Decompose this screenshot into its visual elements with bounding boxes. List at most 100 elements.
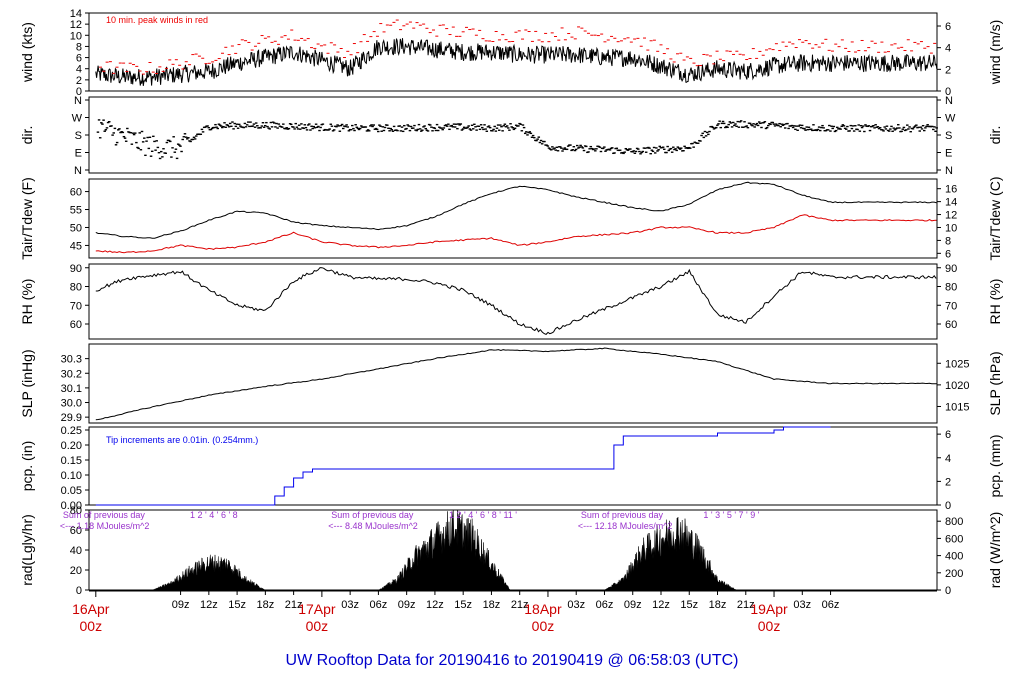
rh-ytick-right-label: 80	[945, 282, 957, 294]
time-tick-label: 18z	[709, 599, 727, 611]
temp-ytick-right-label: 16	[945, 184, 957, 196]
pcp-ylabel-right: pcp. (mm)	[987, 435, 1003, 498]
dir-ylabel-left: dir.	[19, 126, 35, 145]
slp-series	[95, 347, 937, 421]
wind-ytick-left-label: 2	[76, 75, 82, 87]
temp-ytick-right-label: 14	[945, 197, 957, 209]
slp-ytick-left-label: 30.2	[61, 368, 82, 380]
time-tick-label: 18z	[256, 599, 274, 611]
pcp-series	[95, 426, 831, 506]
slp-ytick-left-label: 30.3	[61, 354, 82, 366]
date-label-day: 19Apr	[750, 601, 788, 617]
slp-ylabel-right: SLP (hPa)	[987, 351, 1003, 415]
chart-title: UW Rooftop Data for 20190416 to 20190419…	[286, 652, 739, 669]
time-tick-label: 21z	[737, 599, 755, 611]
date-label-hour: 00z	[758, 618, 781, 634]
temp-ytick-right-label: 8	[945, 235, 951, 247]
rad-ytick-left-label: 60	[70, 525, 82, 537]
rad-day-area	[152, 554, 266, 591]
temp-tair-series	[95, 181, 937, 239]
rh-ytick-right-label: 60	[945, 319, 957, 331]
time-tick-label: 12z	[200, 599, 218, 611]
wind-ytick-left-label: 0	[76, 86, 82, 98]
temp-ytick-left-label: 45	[70, 240, 82, 252]
rad-sum-label: Sum of previous day	[581, 510, 664, 520]
dir-series	[96, 119, 938, 160]
temp-ylabel-left: Tair/Tdew (F)	[19, 177, 35, 259]
temp-ytick-left-label: 50	[70, 222, 82, 234]
temp-panel-frame	[88, 178, 938, 259]
rad-ylabel-right: rad (W/m^2)	[987, 512, 1003, 589]
rad-ytick-left-label: 0	[76, 585, 82, 597]
time-tick-label: 03z	[567, 599, 585, 611]
temp-ytick-right-label: 10	[945, 222, 957, 234]
wind-mean-series	[95, 38, 938, 86]
time-tick-label: 09z	[398, 599, 416, 611]
date-label-day: 18Apr	[524, 601, 562, 617]
dir-ytick-right-label: N	[945, 95, 953, 107]
rad-sum-label: Sum of previous day	[331, 510, 414, 520]
rad-ytick-left-label: 40	[70, 545, 82, 557]
wind-ytick-left-label: 6	[76, 53, 82, 65]
wind-peak-annotation: 10 min. peak winds in red	[106, 15, 208, 25]
wind-peak-series	[99, 19, 937, 75]
rh-ylabel-right: RH (%)	[987, 279, 1003, 325]
rad-day-area	[378, 509, 511, 591]
wind-ytick-right-label: 0	[945, 86, 951, 98]
rad-hour-marks: 1 ' 3 ' 5 ' 7 ' 9 '	[703, 510, 759, 520]
rad-sum-value: <--- 8.48 MJoules/m^2	[328, 521, 418, 531]
wind-ytick-left-label: 8	[76, 41, 82, 53]
pcp-panel-frame	[88, 426, 938, 506]
date-label-hour: 00z	[306, 618, 329, 634]
rad-day-area	[604, 516, 738, 591]
rad-hour-marks: 1 2 ' 4 ' 6 ' 8	[190, 510, 238, 520]
rh-ytick-left-label: 90	[70, 263, 82, 275]
time-tick-label: 15z	[228, 599, 246, 611]
pcp-annotation: Tip increments are 0.01in. (0.254mm.)	[106, 435, 258, 445]
wind-ytick-left-label: 12	[70, 19, 82, 31]
slp-ylabel-left: SLP (inHg)	[19, 349, 35, 417]
rh-ytick-left-label: 80	[70, 282, 82, 294]
wind-ytick-right-label: 4	[945, 43, 951, 55]
time-tick-label: 21z	[511, 599, 529, 611]
dir-ytick-right-label: E	[945, 148, 952, 160]
time-tick-label: 15z	[454, 599, 472, 611]
pcp-ytick-left-label: 0.10	[61, 470, 82, 482]
rh-series	[95, 267, 937, 335]
wind-ytick-right-label: 6	[945, 21, 951, 33]
pcp-ytick-left-label: 0.25	[61, 425, 82, 437]
dir-ylabel-right: dir.	[987, 126, 1003, 145]
wind-panel-frame	[88, 12, 938, 92]
rad-hour-marks: 1 2 ' 4 ' 6 ' 8 ' 11 '	[449, 510, 517, 520]
pcp-ytick-right-label: 2	[945, 476, 951, 488]
slp-ytick-left-label: 30.1	[61, 383, 82, 395]
date-label-day: 17Apr	[298, 601, 336, 617]
date-label-day: 16Apr	[72, 601, 110, 617]
time-tick-label: 09z	[172, 599, 190, 611]
date-label-hour: 00z	[532, 618, 555, 634]
dir-ytick-left-label: N	[74, 165, 82, 177]
pcp-ylabel-left: pcp. (in)	[19, 441, 35, 492]
slp-ytick-left-label: 29.9	[61, 412, 82, 424]
dir-ytick-left-label: E	[75, 148, 82, 160]
rad-sum-value: <--- 1.18 MJoules/m^2	[60, 521, 150, 531]
rad-ytick-right-label: 800	[945, 516, 963, 528]
temp-tdew-series	[95, 214, 937, 254]
wind-ytick-left-label: 4	[76, 64, 82, 76]
wind-ylabel-left: wind (kts)	[19, 22, 35, 83]
slp-panel-frame	[88, 343, 938, 424]
wind-ytick-left-label: 10	[70, 30, 82, 42]
time-tick-label: 03z	[793, 599, 811, 611]
slp-ytick-right-label: 1015	[945, 401, 969, 413]
wind-ylabel-right: wind (m/s)	[987, 20, 1003, 86]
rh-ytick-right-label: 90	[945, 263, 957, 275]
dir-ytick-left-label: N	[74, 95, 82, 107]
dir-ytick-right-label: N	[945, 165, 953, 177]
rad-ytick-right-label: 200	[945, 568, 963, 580]
rad-sum-value: <--- 12.18 MJoules/m^2	[578, 521, 673, 531]
rad-ytick-right-label: 0	[945, 585, 951, 597]
time-tick-label: 21z	[285, 599, 303, 611]
rh-ytick-left-label: 60	[70, 319, 82, 331]
time-tick-label: 12z	[652, 599, 670, 611]
rh-ytick-left-label: 70	[70, 300, 82, 312]
